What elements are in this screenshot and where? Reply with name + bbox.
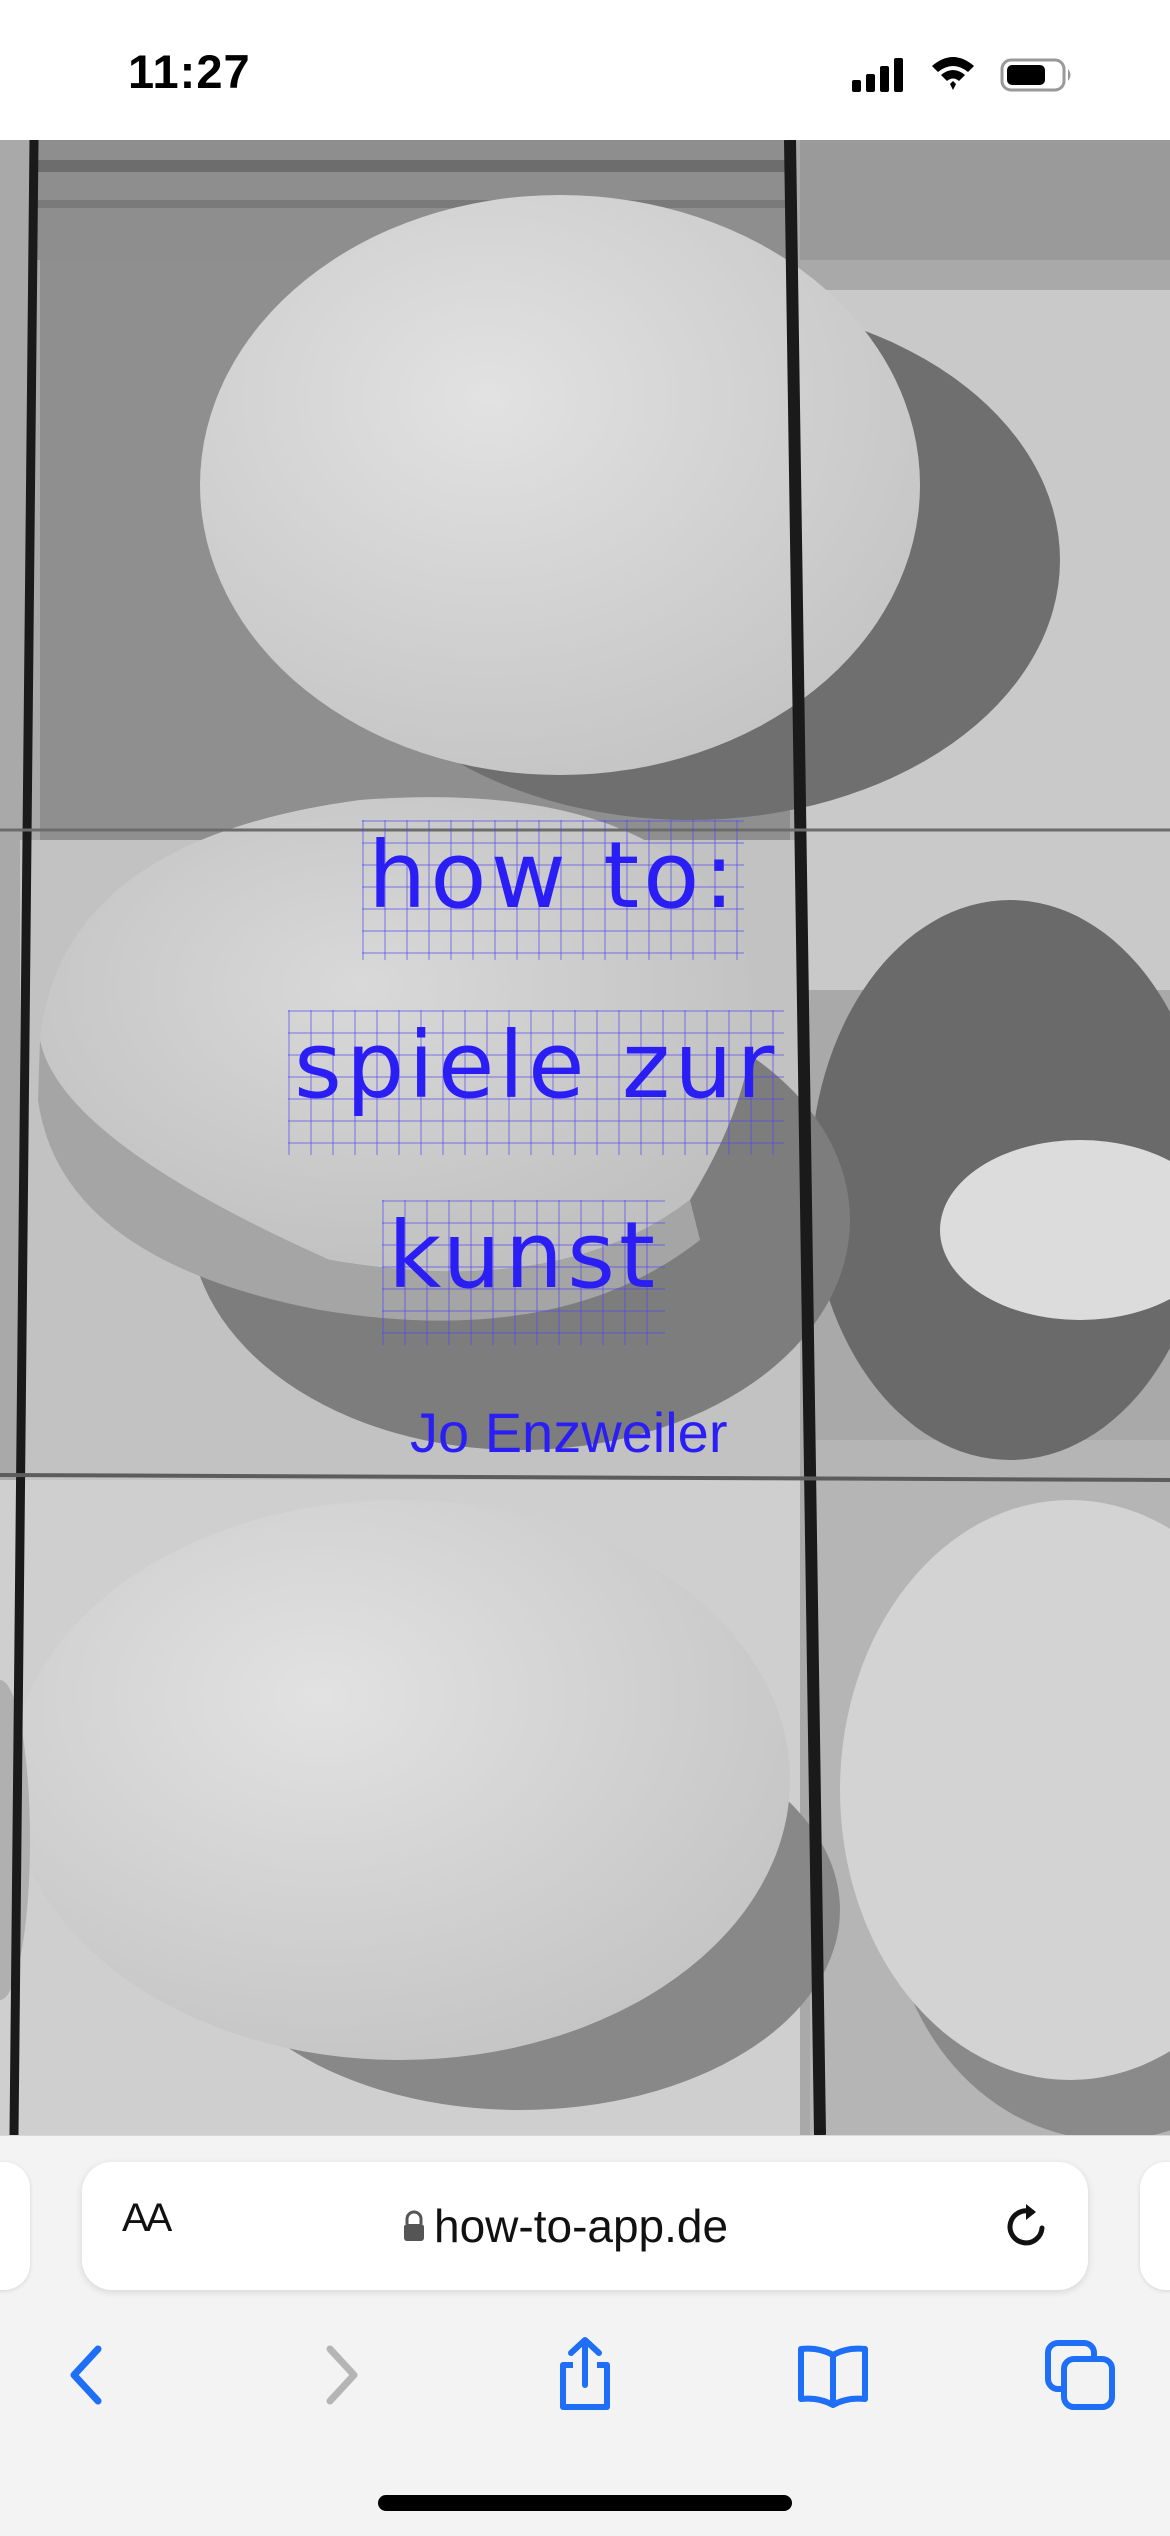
url-display[interactable]: how-to-app.de [402,2196,728,2256]
wifi-icon [932,57,974,90]
url-text: how-to-app.de [434,2200,729,2252]
forward-button[interactable] [300,2335,380,2415]
hero-photo [0,140,1170,2135]
previous-tab-preview[interactable] [0,2162,30,2290]
hero-title-line-3: kunst [382,1200,665,1345]
status-time: 11:27 [128,45,251,98]
next-tab-preview[interactable] [1140,2162,1170,2290]
bookmarks-icon [798,2345,868,2408]
hero-title-line-1: how to: [362,820,744,960]
address-bar[interactable]: AA how-to-app.de [82,2162,1088,2290]
cellular-signal-icon [852,58,903,92]
share-button[interactable] [545,2335,625,2415]
text-size-button[interactable]: AA [122,2196,172,2240]
tabs-icon [1045,2340,1115,2410]
lock-icon [404,2210,424,2241]
web-content[interactable]: how to: spiele zur kunst Jo Enzweiler [0,140,1170,2135]
reload-icon[interactable] [998,2198,1054,2254]
back-icon [70,2345,102,2405]
hero-title-line-2: spiele zur [288,1010,784,1155]
hero-title-block[interactable]: how to: spiele zur kunst Jo Enzweiler [0,140,1170,2135]
back-button[interactable] [48,2335,128,2415]
battery-icon [1000,58,1071,92]
bookmarks-button[interactable] [793,2335,873,2415]
tabs-button[interactable] [1040,2335,1120,2415]
status-icons [852,54,1092,94]
navigation-row [0,2321,1170,2421]
status-bar: 11:27 [0,0,1170,140]
share-icon [560,2337,610,2410]
home-indicator[interactable] [378,2495,792,2511]
browser-toolbar: AA how-to-app.de [0,2135,1170,2536]
hero-author: Jo Enzweiler [410,1401,728,1464]
forward-icon [326,2345,358,2405]
